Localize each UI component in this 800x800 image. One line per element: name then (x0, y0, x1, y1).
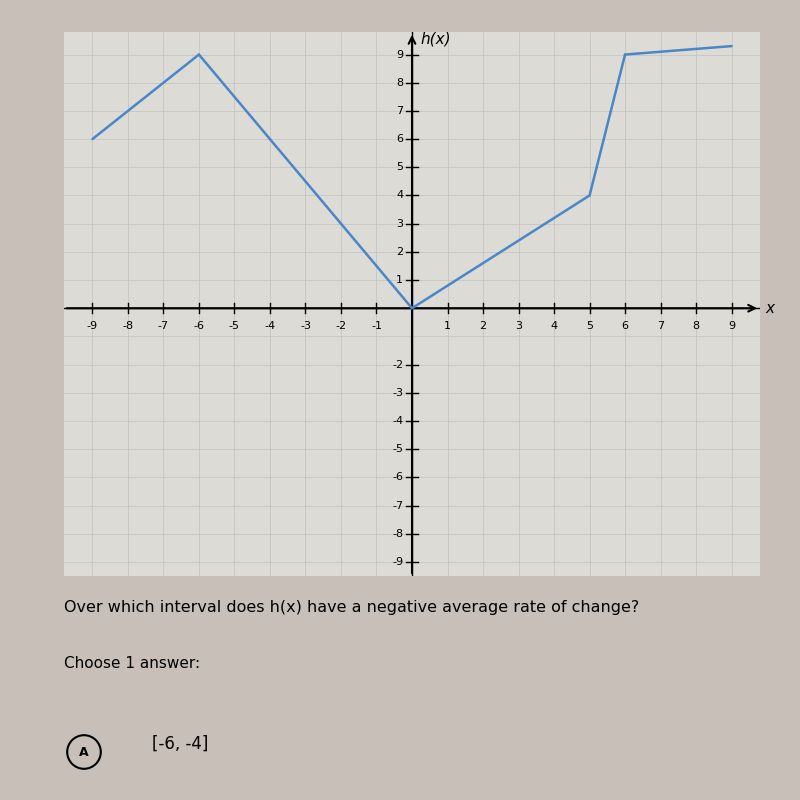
Text: Choose 1 answer:: Choose 1 answer: (64, 656, 200, 671)
Text: 1: 1 (396, 275, 403, 285)
Text: A: A (79, 746, 89, 758)
Text: 3: 3 (396, 218, 403, 229)
Text: -3: -3 (300, 321, 311, 331)
Text: 3: 3 (515, 321, 522, 331)
Text: -6: -6 (392, 472, 403, 482)
Text: -4: -4 (392, 416, 403, 426)
Text: 8: 8 (396, 78, 403, 88)
Text: -4: -4 (264, 321, 275, 331)
Text: -2: -2 (392, 360, 403, 370)
Text: 9: 9 (728, 321, 735, 331)
Text: 4: 4 (550, 321, 558, 331)
Text: 2: 2 (479, 321, 486, 331)
Text: 5: 5 (396, 162, 403, 172)
Text: -8: -8 (122, 321, 134, 331)
Text: -9: -9 (392, 557, 403, 567)
Text: -7: -7 (392, 501, 403, 510)
Text: 5: 5 (586, 321, 593, 331)
Text: -8: -8 (392, 529, 403, 538)
Text: -9: -9 (87, 321, 98, 331)
Text: 7: 7 (396, 106, 403, 116)
Text: [-6, -4]: [-6, -4] (152, 735, 208, 753)
Text: -2: -2 (335, 321, 346, 331)
Text: 6: 6 (622, 321, 629, 331)
Text: h(x): h(x) (421, 32, 451, 47)
Text: -3: -3 (392, 388, 403, 398)
Text: 4: 4 (396, 190, 403, 201)
Text: -1: -1 (371, 321, 382, 331)
Text: -7: -7 (158, 321, 169, 331)
Text: 7: 7 (657, 321, 664, 331)
Text: 2: 2 (396, 247, 403, 257)
Text: -5: -5 (229, 321, 240, 331)
Text: -6: -6 (194, 321, 205, 331)
Text: -5: -5 (392, 444, 403, 454)
Text: Over which interval does h(x) have a negative average rate of change?: Over which interval does h(x) have a neg… (64, 600, 639, 615)
Text: 1: 1 (444, 321, 451, 331)
Text: 9: 9 (396, 50, 403, 59)
Text: 8: 8 (693, 321, 700, 331)
Text: 6: 6 (396, 134, 403, 144)
Text: x: x (766, 301, 774, 316)
